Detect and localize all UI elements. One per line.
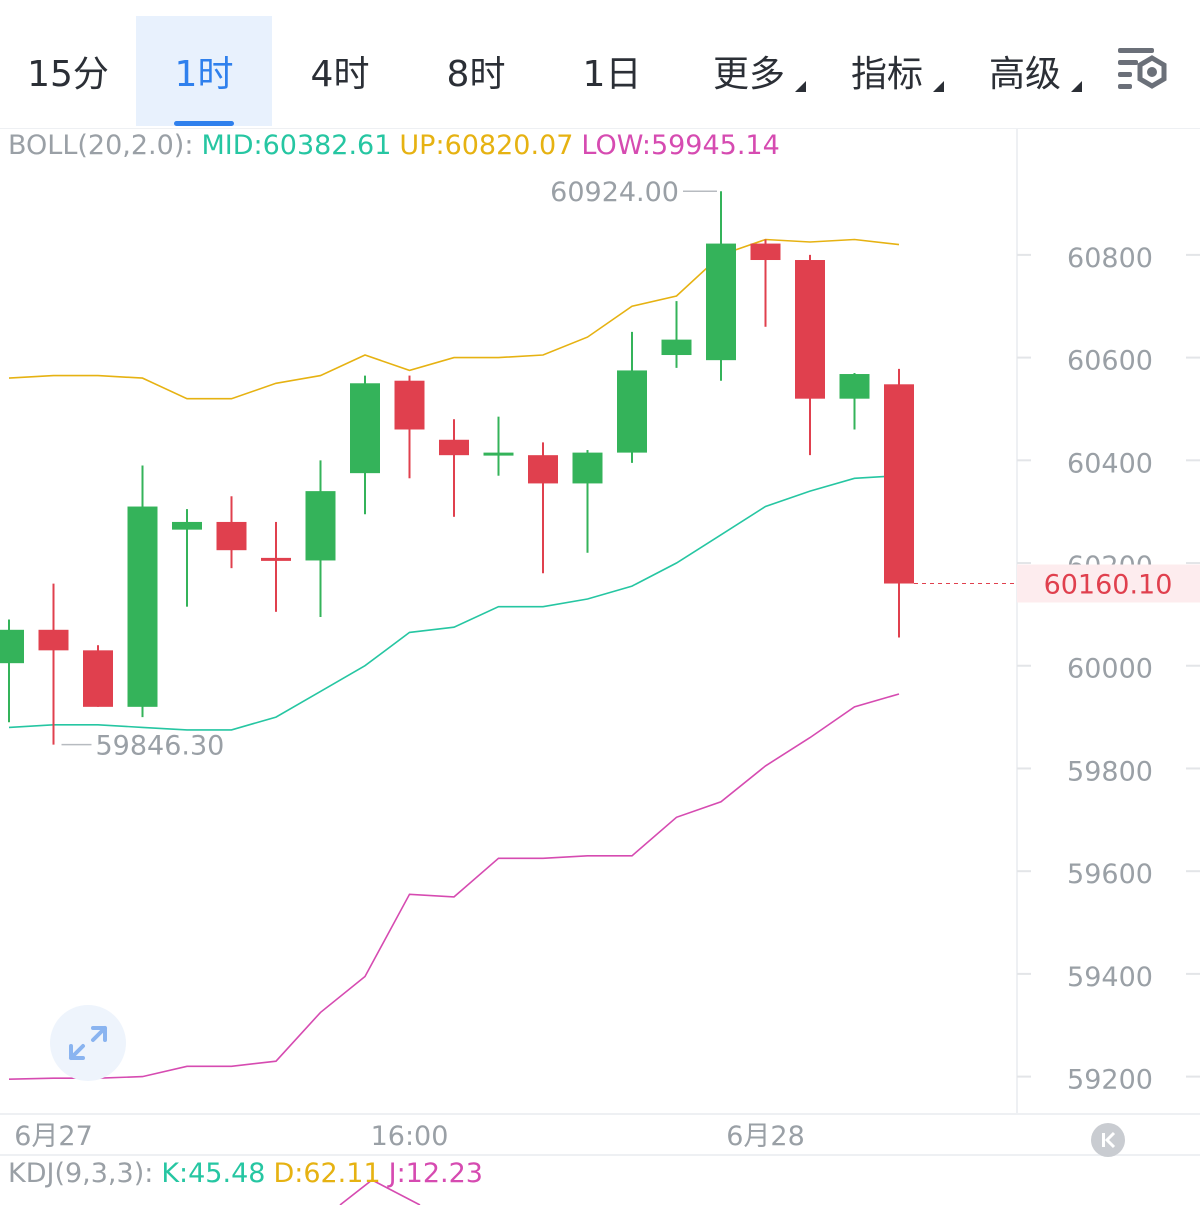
boll-mid-line	[8, 474, 900, 731]
candle-up	[617, 370, 647, 453]
candle-down	[439, 439, 469, 456]
candle-down	[750, 243, 781, 261]
candle-up	[483, 452, 514, 456]
candle-down	[394, 380, 425, 430]
candle-down	[83, 650, 113, 707]
dropdown-corner-icon	[795, 81, 806, 92]
tab-advanced-dropdown[interactable]: 高级	[970, 16, 1082, 126]
high-price-label: 60924.00	[550, 177, 679, 208]
candle-up	[305, 491, 336, 561]
boll-low-line	[8, 693, 900, 1080]
tab-1day[interactable]: 1日	[544, 16, 680, 126]
boll-legend: BOLL(20,2.0): MID:60382.61 UP:60820.07 LOW:…	[8, 130, 788, 161]
candle-up	[839, 374, 870, 399]
back-to-latest-button[interactable]	[1091, 1123, 1125, 1157]
label-layer: 60924.00 59846.30 60160.10	[61, 177, 1200, 1205]
back-to-start-icon	[1102, 1131, 1116, 1149]
tab-label: 指标	[850, 54, 923, 95]
kdj-legend-j: J:12.23	[388, 1158, 483, 1189]
x-tick-label: 6月28	[726, 1121, 805, 1152]
low-price-label: 59846.30	[96, 731, 225, 762]
boll-legend-low: LOW:59945.14	[581, 130, 780, 161]
tab-8hour[interactable]: 8时	[408, 16, 544, 126]
kdj-legend-k: K:45.48	[161, 1158, 266, 1189]
y-tick-label: 59200	[1067, 1065, 1153, 1096]
candle-up	[706, 243, 736, 361]
candle-up	[572, 452, 603, 484]
tab-label: 4时	[310, 54, 370, 95]
expand-chart-button[interactable]	[50, 1005, 126, 1081]
tab-label: 1时	[174, 54, 234, 95]
tab-more-dropdown[interactable]: 更多	[694, 16, 806, 126]
grid-layer: 5920059400596005980060000602006040060600…	[0, 128, 1200, 1156]
boll-legend-mid: MID:60382.61	[201, 130, 392, 161]
y-tick-label: 59800	[1067, 756, 1153, 787]
y-tick-label: 60400	[1067, 448, 1153, 479]
y-tick-label: 60000	[1067, 654, 1153, 685]
last-price-label: 60160.10	[1044, 570, 1173, 601]
dropdown-corner-icon	[933, 81, 944, 92]
boll-legend-up: UP:60820.07	[399, 130, 574, 161]
kdj-legend-name: KDJ(9,3,3):	[8, 1158, 154, 1189]
tab-label: 8时	[446, 54, 506, 95]
y-tick-label: 60800	[1067, 243, 1153, 274]
tab-15min[interactable]: 15分	[0, 16, 136, 126]
candle-down	[884, 384, 914, 584]
last-price-tag	[1017, 564, 1200, 603]
candle-down	[216, 521, 247, 551]
candle-down	[38, 629, 69, 651]
kdj-legend-d: D:62.11	[273, 1158, 381, 1189]
tab-label: 更多	[712, 54, 785, 95]
tab-label: 1日	[582, 54, 642, 95]
candle-layer	[0, 191, 914, 745]
candle-up	[661, 339, 692, 356]
x-tick-label: 6月27	[14, 1121, 93, 1152]
y-tick-label: 59600	[1067, 859, 1153, 890]
expand-arrows-icon	[69, 1026, 107, 1060]
candle-up	[127, 506, 158, 707]
candle-up	[172, 521, 202, 530]
candle-up	[0, 629, 24, 664]
dropdown-corner-icon	[1071, 81, 1082, 92]
chart-settings-icon[interactable]	[1112, 44, 1172, 98]
tab-label: 15分	[27, 54, 109, 95]
candle-down	[528, 455, 558, 484]
tab-4hour[interactable]: 4时	[272, 16, 408, 126]
candle-down	[795, 260, 825, 399]
y-tick-label: 60600	[1067, 346, 1153, 377]
tab-indicators-dropdown[interactable]: 指标	[832, 16, 944, 126]
interval-tab-bar: 15分 1时 4时 8时 1日 更多 指标 高级	[0, 0, 1200, 129]
boll-legend-name: BOLL(20,2.0):	[8, 130, 194, 161]
tab-1hour[interactable]: 1时	[136, 16, 272, 126]
x-tick-label: 16:00	[371, 1121, 449, 1152]
tab-label: 高级	[988, 54, 1061, 95]
candle-up	[350, 383, 380, 474]
candle-down	[261, 557, 291, 561]
kdj-legend: KDJ(9,3,3): K:45.48 D:62.11 J:12.23	[8, 1158, 491, 1189]
kdj-j-line	[339, 1179, 421, 1205]
y-tick-label: 59400	[1067, 962, 1153, 993]
